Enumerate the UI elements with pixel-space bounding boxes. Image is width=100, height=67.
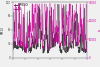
Y-axis label: PM10: PM10 [1,26,5,34]
Y-axis label: N: N [98,29,100,31]
Legend: PM10, N: PM10, N [13,2,29,12]
